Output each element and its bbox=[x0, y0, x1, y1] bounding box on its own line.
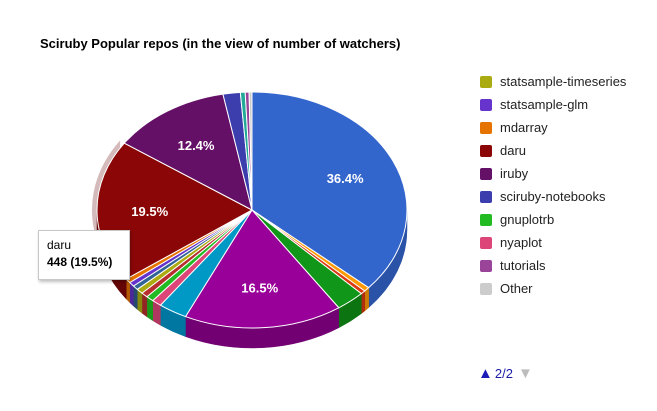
legend-label: nyaplot bbox=[500, 235, 542, 250]
pie-slice[interactable] bbox=[123, 93, 253, 211]
pager-text: 2/2 bbox=[494, 366, 513, 381]
chart-title: Sciruby Popular repos (in the view of nu… bbox=[40, 36, 401, 51]
legend-label: mdarray bbox=[500, 120, 548, 135]
legend-label: gnuplotrb bbox=[500, 212, 555, 227]
legend-item[interactable]: iruby bbox=[480, 162, 626, 185]
triangle-down-icon[interactable]: ▼ bbox=[517, 365, 533, 382]
legend-item[interactable]: nyaplot bbox=[480, 231, 626, 254]
legend-swatch bbox=[480, 282, 492, 295]
legend-item[interactable]: gnuplotrb bbox=[480, 208, 626, 231]
legend-swatch bbox=[480, 213, 492, 226]
slice-label: 36.4% bbox=[327, 171, 364, 186]
slice-label: 19.5% bbox=[131, 204, 168, 219]
legend-label: iruby bbox=[500, 166, 529, 181]
legend-item[interactable]: statsample-timeseries bbox=[480, 70, 626, 93]
legend-label: sciruby-notebooks bbox=[500, 189, 606, 204]
legend-label: statsample-glm bbox=[500, 97, 589, 112]
tooltip: daru 448 (19.5%) bbox=[38, 230, 130, 280]
pie-slice[interactable] bbox=[184, 209, 340, 329]
tooltip-value: 448 (19.5%) bbox=[47, 255, 113, 269]
legend-label: daru bbox=[500, 143, 527, 158]
legend-item[interactable]: tutorials bbox=[480, 254, 626, 277]
tooltip-name: daru bbox=[47, 238, 72, 252]
legend-swatch bbox=[480, 190, 492, 203]
legend-pager: ▲ 2/2 ▼ bbox=[478, 366, 533, 381]
legend-item[interactable]: sciruby-notebooks bbox=[480, 185, 626, 208]
legend-swatch bbox=[480, 121, 492, 134]
legend-swatch bbox=[480, 144, 492, 157]
pie-slice[interactable] bbox=[248, 91, 253, 211]
legend-item[interactable]: daru bbox=[480, 139, 626, 162]
legend-swatch bbox=[480, 98, 492, 111]
triangle-up-icon[interactable]: ▲ bbox=[478, 365, 493, 382]
legend: statsample-timeseries statsample-glm mdarr… bbox=[480, 70, 626, 300]
legend-label: statsample-timeseries bbox=[500, 74, 627, 89]
slice-label: 16.5% bbox=[241, 281, 278, 296]
legend-item[interactable]: mdarray bbox=[480, 116, 626, 139]
slice-label: 12.4% bbox=[178, 138, 215, 153]
legend-swatch bbox=[480, 75, 492, 88]
legend-swatch bbox=[480, 236, 492, 249]
legend-label: tutorials bbox=[500, 258, 546, 273]
legend-label: Other bbox=[500, 281, 533, 296]
legend-item[interactable]: Other bbox=[480, 277, 626, 300]
pie-slice-side bbox=[361, 290, 365, 315]
legend-swatch bbox=[480, 259, 492, 272]
pie-slice[interactable] bbox=[251, 91, 408, 289]
legend-swatch bbox=[480, 167, 492, 180]
pie-slice-side bbox=[364, 287, 369, 312]
legend-item[interactable]: statsample-glm bbox=[480, 93, 626, 116]
